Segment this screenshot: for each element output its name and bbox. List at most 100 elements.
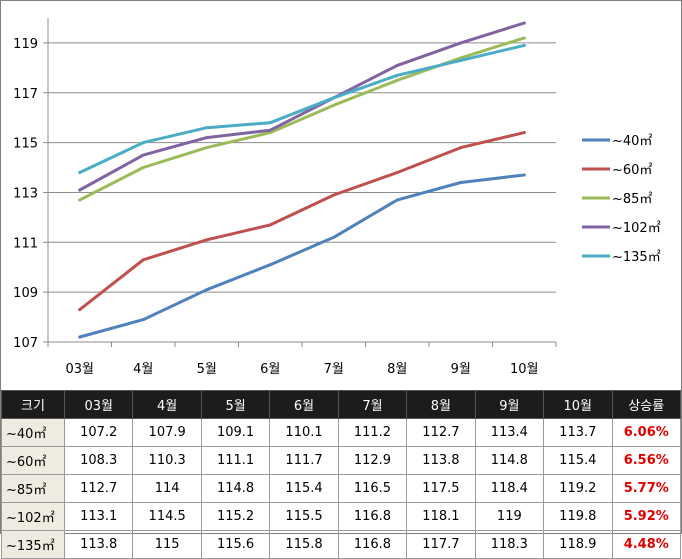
table-cell: 113.8 bbox=[63, 530, 134, 559]
data-point bbox=[395, 171, 399, 175]
table-cell: 118.9 bbox=[543, 530, 613, 559]
table-cell: 110.3 bbox=[132, 446, 202, 475]
data-point bbox=[522, 131, 526, 135]
legend: ~40㎡ ~60㎡ ~85㎡ ~102㎡ ~135㎡ bbox=[582, 134, 661, 265]
data-point bbox=[141, 166, 145, 170]
data-point bbox=[459, 146, 463, 150]
data-point bbox=[205, 146, 209, 150]
data-point bbox=[205, 288, 209, 292]
data-point bbox=[78, 308, 82, 312]
table-cell: 107.9 bbox=[132, 418, 202, 447]
legend-label: ~102㎡ bbox=[612, 221, 661, 236]
data-point bbox=[268, 223, 272, 227]
grid-lines bbox=[48, 42, 556, 343]
row-label: ~60㎡ bbox=[1, 446, 65, 475]
data-point bbox=[395, 198, 399, 202]
data-point bbox=[205, 136, 209, 140]
y-tick-label: 115 bbox=[13, 137, 38, 152]
table-row: ~135㎡ 113.8 115 115.6 115.8 116.8 117.7 118.3 11… bbox=[1, 530, 681, 559]
header-size: 크기 bbox=[1, 390, 65, 419]
table-cell: 114.8 bbox=[474, 446, 545, 475]
legend-label: ~85㎡ bbox=[612, 192, 652, 207]
x-tick-label: 03월 bbox=[65, 362, 94, 377]
row-label: ~85㎡ bbox=[1, 474, 65, 503]
table-cell: 108.3 bbox=[63, 446, 134, 475]
data-point bbox=[78, 335, 82, 339]
data-point bbox=[268, 128, 272, 132]
rate-cell: 5.92% bbox=[611, 502, 681, 531]
rate-cell: 6.56% bbox=[611, 446, 681, 475]
y-tick-label: 107 bbox=[13, 336, 38, 351]
header-month: 9월 bbox=[474, 390, 545, 419]
header-month: 03월 bbox=[63, 390, 134, 419]
table-cell: 114.8 bbox=[200, 474, 271, 503]
table-cell: 113.7 bbox=[543, 418, 613, 447]
header-rate: 상승률 bbox=[611, 390, 681, 419]
data-point bbox=[395, 63, 399, 67]
table-cell: 118.3 bbox=[474, 530, 545, 559]
data-point bbox=[522, 43, 526, 47]
data-point bbox=[522, 21, 526, 25]
table-cell: 115.4 bbox=[543, 446, 613, 475]
data-point bbox=[395, 73, 399, 77]
legend-label: ~40㎡ bbox=[612, 134, 652, 149]
data-point bbox=[459, 180, 463, 184]
table-cell: 111.1 bbox=[200, 446, 271, 475]
data-point bbox=[78, 188, 82, 192]
x-tick-label: 8월 bbox=[387, 362, 407, 377]
rate-cell: 6.06% bbox=[611, 418, 681, 447]
table-row: ~60㎡ 108.3 110.3 111.1 111.7 112.9 113.8 114.8 1… bbox=[1, 446, 681, 475]
data-point bbox=[522, 173, 526, 177]
header-month: 7월 bbox=[337, 390, 408, 419]
legend-label: ~135㎡ bbox=[612, 250, 661, 265]
header-month: 8월 bbox=[406, 390, 476, 419]
rate-cell: 5.77% bbox=[611, 474, 681, 503]
data-point bbox=[395, 78, 399, 82]
x-tick-label: 10월 bbox=[510, 362, 539, 377]
rate-cell: 4.48% bbox=[611, 530, 681, 559]
data-point bbox=[459, 56, 463, 60]
header-month: 10월 bbox=[543, 390, 613, 419]
data-point bbox=[141, 318, 145, 322]
data-point bbox=[205, 126, 209, 130]
series-line bbox=[78, 43, 526, 174]
table-cell: 115.6 bbox=[200, 530, 271, 559]
data-point bbox=[78, 171, 82, 175]
x-tick-label: 7월 bbox=[324, 362, 344, 377]
data-point bbox=[332, 96, 336, 100]
y-tick-label: 111 bbox=[13, 236, 38, 251]
x-tick-label: 9월 bbox=[451, 362, 471, 377]
table-row: ~85㎡ 112.7 114 114.8 115.4 116.5 117.5 118.4 119… bbox=[1, 474, 681, 503]
header-month: 5월 bbox=[200, 390, 271, 419]
data-point bbox=[141, 258, 145, 262]
series-line bbox=[78, 173, 526, 339]
table-cell: 119.8 bbox=[543, 502, 613, 531]
series-line bbox=[78, 131, 526, 312]
data-point bbox=[332, 235, 336, 239]
table-cell: 113.8 bbox=[406, 446, 476, 475]
table-row: ~102㎡ 113.1 114.5 115.2 115.5 116.8 118.1 119 11… bbox=[1, 502, 681, 531]
y-tick-label: 109 bbox=[13, 286, 38, 301]
table-cell: 118.1 bbox=[406, 502, 476, 531]
data-point bbox=[459, 58, 463, 62]
table-cell: 109.1 bbox=[200, 418, 271, 447]
table-cell: 115.8 bbox=[269, 530, 339, 559]
table-cell: 118.4 bbox=[474, 474, 545, 503]
data-point bbox=[78, 198, 82, 202]
table-cell: 112.7 bbox=[63, 474, 134, 503]
x-tick-label: 4월 bbox=[133, 362, 153, 377]
series-line bbox=[78, 21, 526, 192]
table-cell: 119.2 bbox=[543, 474, 613, 503]
table-cell: 117.5 bbox=[406, 474, 476, 503]
table-cell: 114 bbox=[132, 474, 202, 503]
table-cell: 114.5 bbox=[132, 502, 202, 531]
data-point bbox=[459, 41, 463, 45]
table-header-row: 크기 03월 4월 5월 6월 7월 8월 9월 10월 상승률 bbox=[1, 390, 681, 419]
x-tick-label: 6월 bbox=[260, 362, 280, 377]
table-cell: 117.7 bbox=[406, 530, 476, 559]
data-point bbox=[332, 103, 336, 107]
data-point bbox=[141, 153, 145, 157]
legend-label: ~60㎡ bbox=[612, 163, 652, 178]
data-point bbox=[141, 141, 145, 145]
table-cell: 112.9 bbox=[337, 446, 408, 475]
